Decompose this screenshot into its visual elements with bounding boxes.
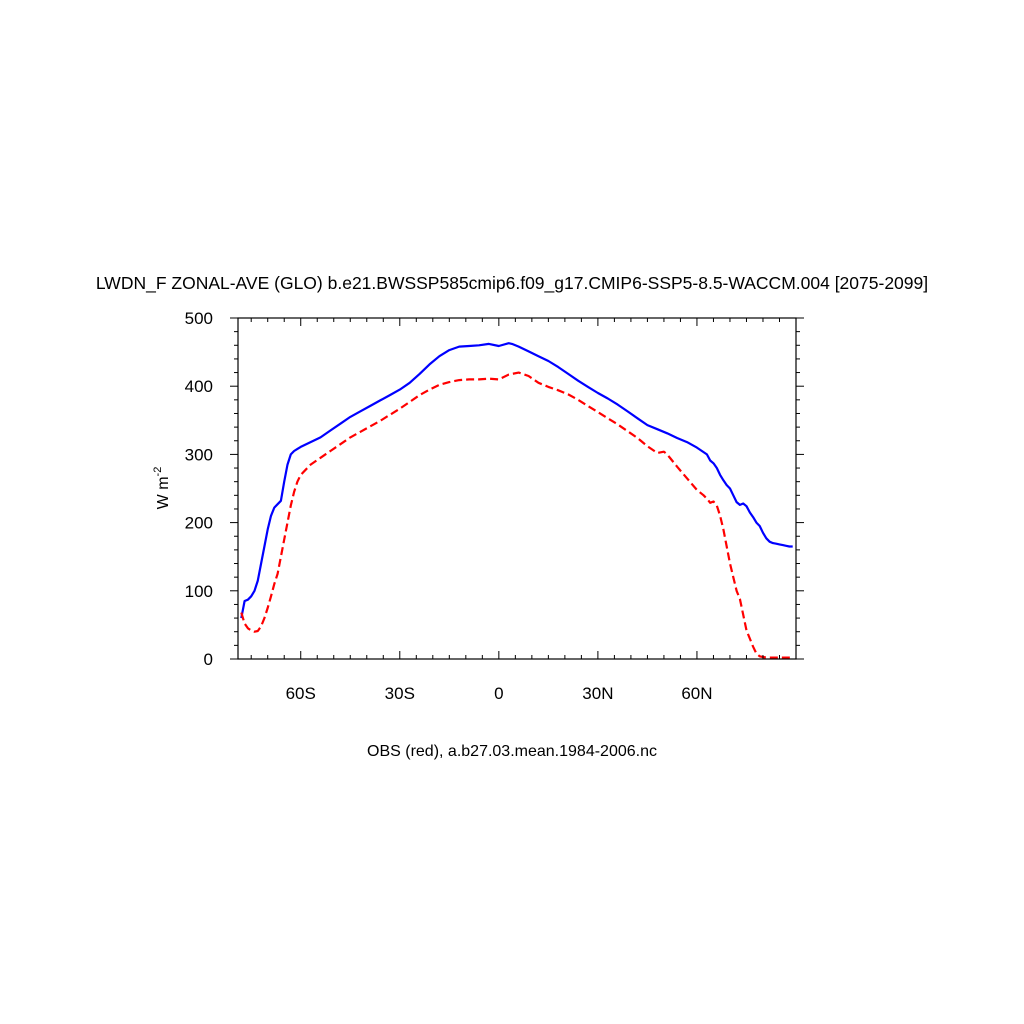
x-tick-labels: 60S 30S 0 30N 60N (286, 684, 713, 703)
series-line-1 (240, 342, 793, 619)
chart-title: LWDN_F ZONAL-AVE (GLO) b.e21.BWSSP585cmi… (96, 273, 928, 294)
y-tick-label: 200 (185, 514, 213, 533)
y-tick-label: 0 (204, 650, 213, 669)
y-tick-label: 100 (185, 582, 213, 601)
x-tick-label: 0 (494, 684, 503, 703)
y-axis-label-superscript: -2 (152, 467, 164, 477)
x-tick-label: 30S (385, 684, 415, 703)
y-tick-labels: 0 100 200 300 400 500 (185, 309, 213, 669)
x-tick-label: 60S (286, 684, 316, 703)
x-tick-label: 60N (681, 684, 712, 703)
series-line-2 (240, 371, 793, 659)
y-tick-label: 400 (185, 377, 213, 396)
tick-layer (230, 317, 804, 660)
plot-frame (237, 317, 797, 660)
x-tick-label: 30N (582, 684, 613, 703)
y-axis-label-main: W m (155, 476, 172, 509)
y-axis-label: W m-2 (152, 467, 172, 510)
chart-caption: OBS (red), a.b27.03.mean.1984-2006.nc (367, 743, 657, 760)
series-layer (240, 342, 793, 659)
y-tick-label: 500 (185, 309, 213, 328)
y-tick-label: 300 (185, 445, 213, 464)
